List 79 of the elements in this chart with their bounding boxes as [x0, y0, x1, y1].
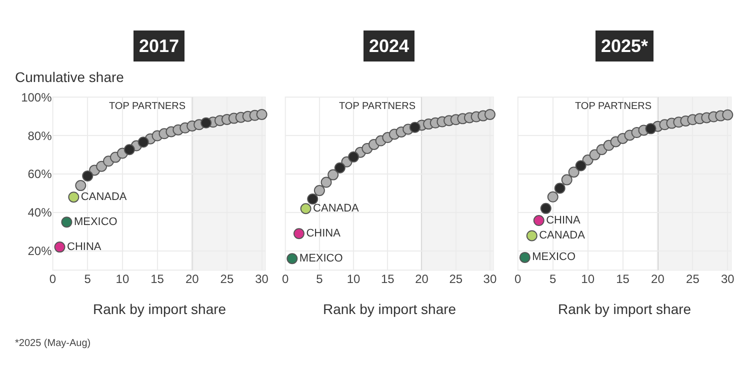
chart-title: 2025* [601, 36, 648, 56]
point [314, 185, 325, 196]
x-tick-label: 20 [415, 272, 429, 286]
point [300, 203, 312, 214]
point [589, 149, 600, 160]
series-label: CHINA [546, 214, 582, 226]
point [533, 215, 544, 226]
x-tick-label: 15 [150, 272, 164, 286]
x-axis-title: Rank by import share [558, 301, 692, 317]
series-label: MEXICO [299, 252, 344, 264]
point [484, 108, 496, 120]
y-tick-label: 100% [21, 90, 52, 104]
x-tick-label: 5 [316, 272, 324, 286]
chart-title: 2017 [139, 36, 180, 56]
point [286, 253, 298, 264]
point [328, 169, 339, 180]
x-tick-label: 30 [255, 272, 269, 286]
point [75, 180, 86, 192]
ref-line-label: TOP PARTNERS [109, 101, 186, 112]
x-tick-label: 10 [346, 272, 361, 286]
x-tick-label: 10 [581, 272, 595, 286]
y-tick-label: 60% [28, 167, 52, 182]
x-tick-label: 25 [686, 272, 700, 286]
series-label: CANADA [313, 202, 360, 214]
point [96, 160, 108, 172]
point [645, 123, 656, 134]
point [575, 160, 586, 172]
point [307, 194, 318, 205]
point [293, 228, 304, 240]
point [568, 166, 580, 178]
point [547, 191, 558, 202]
y-tick-label: 20% [28, 244, 52, 258]
x-tick-label: 20 [651, 272, 665, 286]
series-label: CHINA [67, 240, 102, 253]
x-tick-label: 0 [282, 272, 289, 286]
x-tick-label: 30 [483, 272, 497, 286]
point [722, 109, 734, 120]
series-label: MEXICO [532, 251, 576, 264]
point [320, 176, 332, 188]
x-tick-label: 25 [449, 272, 463, 286]
point [54, 242, 66, 253]
point [82, 170, 94, 182]
x-tick-label: 0 [514, 272, 522, 286]
series-label: CANADA [539, 229, 586, 242]
x-tick-label: 5 [550, 272, 557, 286]
x-axis-title: Rank by import share [93, 301, 226, 317]
point [68, 192, 80, 203]
point [138, 136, 149, 148]
y-tick-label: 80% [28, 128, 52, 143]
series-label: CHINA [306, 227, 342, 240]
point [409, 122, 420, 133]
point [124, 144, 135, 156]
point [256, 108, 268, 120]
point [526, 230, 538, 242]
chart-title: 2024 [369, 36, 410, 56]
x-tick-label: 20 [185, 272, 200, 286]
point [334, 162, 346, 174]
x-tick-label: 10 [116, 272, 130, 286]
series-label: MEXICO [74, 216, 118, 228]
point [519, 252, 530, 263]
x-tick-label: 15 [616, 272, 630, 286]
y-axis-title: Cumulative share [15, 69, 124, 85]
text: *2025 (May-Aug) [15, 338, 91, 349]
point [61, 216, 72, 228]
ref-line-label: TOP PARTNERS [339, 101, 416, 112]
y-tick-label: 40% [28, 206, 52, 220]
x-tick-label: 15 [380, 272, 395, 286]
x-tick-label: 25 [220, 272, 234, 286]
series-label: CANADA [80, 190, 128, 203]
point [348, 151, 360, 162]
x-tick-label: 5 [84, 272, 92, 286]
point [540, 202, 552, 214]
point [200, 117, 212, 128]
x-tick-label: 0 [49, 272, 56, 286]
ref-line-label: TOP PARTNERS [575, 101, 652, 112]
x-axis-title: Rank by import share [323, 301, 456, 317]
x-tick-label: 30 [720, 272, 735, 286]
point [554, 182, 566, 194]
point [561, 174, 572, 186]
